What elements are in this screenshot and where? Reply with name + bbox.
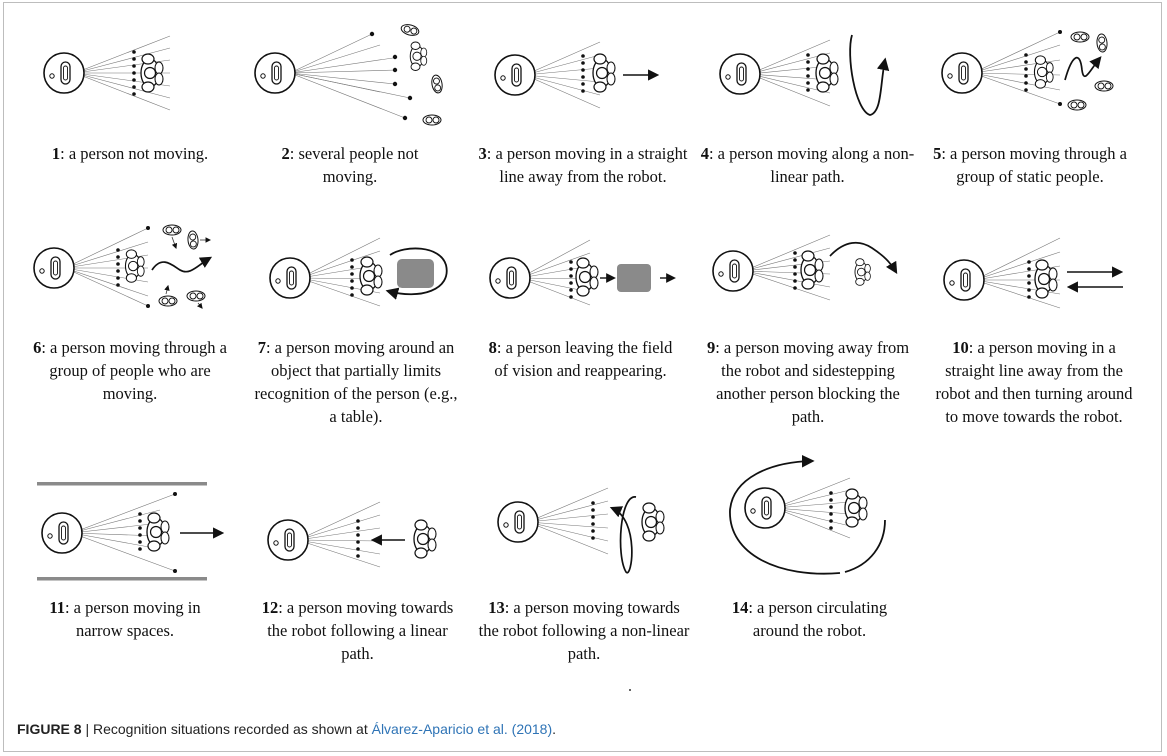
situation-4-caption: 4: a person moving along a non-linear pa… bbox=[700, 144, 915, 186]
panel-4-illustration bbox=[719, 34, 890, 116]
panel-3-illustration bbox=[494, 41, 660, 109]
figure-caption-end: . bbox=[552, 721, 557, 737]
situation-9-caption: 9: a person moving away from the robot a… bbox=[706, 338, 910, 426]
panel-10-illustration bbox=[943, 237, 1124, 309]
situation-13-caption: 13: a person moving towards the robot fo… bbox=[478, 598, 690, 663]
situation-8-caption: 8: a person leaving the field of vision … bbox=[488, 338, 673, 380]
panel-7-illustration bbox=[269, 237, 448, 307]
figure-frame bbox=[3, 2, 1162, 752]
situation-2-caption: 2: several people not moving. bbox=[281, 144, 419, 186]
situation-10-caption: 10: a person moving in a straight line a… bbox=[935, 338, 1133, 426]
situation-3-caption: 3: a person moving in a straight line aw… bbox=[478, 144, 688, 186]
situation-5-caption: 5: a person moving through a group of st… bbox=[933, 144, 1127, 186]
situation-12-caption: 12: a person moving towards the robot fo… bbox=[261, 598, 454, 663]
panel-11-illustration bbox=[37, 482, 225, 581]
panel-14-illustration bbox=[729, 454, 886, 575]
panel-12-illustration bbox=[267, 501, 437, 568]
situation-11-caption: 11: a person moving in narrow spaces. bbox=[49, 598, 201, 640]
panel-8-illustration bbox=[489, 239, 676, 306]
panel-5-illustration bbox=[941, 30, 1114, 111]
figure-caption-text: Recognition situations recorded as shown… bbox=[93, 721, 372, 737]
citation-link[interactable]: Álvarez-Aparicio et al. (2018) bbox=[371, 721, 553, 737]
situation-1-caption: 1: a person not moving. bbox=[51, 144, 209, 163]
panel-2-illustration bbox=[254, 22, 444, 126]
situation-6-caption: 6: a person moving through a group of pe… bbox=[33, 338, 227, 403]
panel-1-illustration bbox=[43, 35, 171, 111]
panel-6-illustration bbox=[33, 224, 213, 309]
situation-14-caption: 14: a person circulating around the robo… bbox=[731, 598, 888, 640]
panel-9-illustration bbox=[712, 234, 898, 301]
figure-separator: | bbox=[81, 721, 93, 737]
panel-13-illustration bbox=[497, 487, 665, 574]
situation-7-caption: 7: a person moving around an object that… bbox=[254, 338, 458, 426]
stray-dot bbox=[629, 689, 631, 691]
figure-label: FIGURE 8 bbox=[17, 721, 82, 737]
figure-caption: FIGURE 8 | Recognition situations record… bbox=[17, 721, 556, 737]
